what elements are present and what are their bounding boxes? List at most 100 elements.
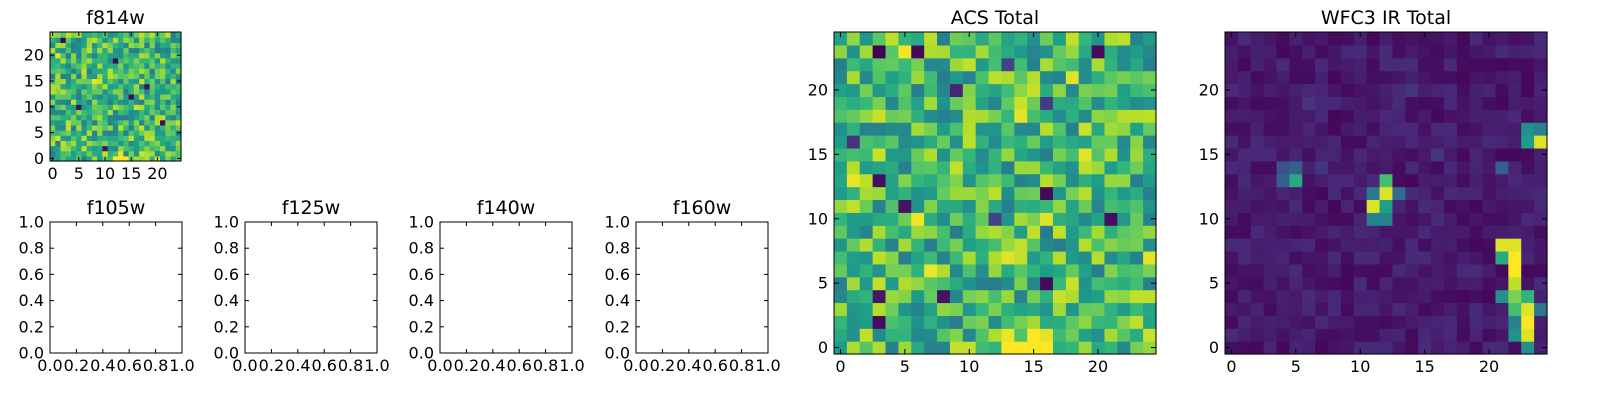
heatmap-cell (1263, 212, 1278, 226)
heatmap-cell (1469, 96, 1484, 110)
heatmap-cell (937, 263, 951, 278)
heatmap-cell (898, 173, 912, 188)
heatmap-cell (937, 341, 951, 355)
heatmap-cell (1328, 199, 1342, 213)
heatmap-cell (1117, 276, 1131, 291)
heatmap-cell (91, 83, 98, 90)
heatmap-cell (1225, 32, 1239, 46)
heatmap-cell (1379, 328, 1394, 342)
heatmap-cell (911, 212, 925, 226)
heatmap-cell (149, 78, 156, 85)
heatmap-cell (1078, 32, 1093, 46)
heatmap-cell (1482, 199, 1497, 213)
heatmap-cell (1392, 57, 1406, 72)
heatmap-cell (91, 62, 98, 69)
heatmap-cell (160, 37, 166, 43)
heatmap-cell (1418, 186, 1432, 201)
heatmap-cell (118, 104, 124, 110)
heatmap-cell (1456, 238, 1471, 252)
heatmap-cell (160, 124, 166, 131)
heatmap-cell (1482, 147, 1497, 162)
heatmap-cell (975, 250, 990, 265)
heatmap-cell (1418, 57, 1432, 72)
heatmap-cell (1078, 186, 1093, 201)
heatmap-cell (859, 225, 874, 239)
heatmap-cell (1366, 289, 1381, 304)
heatmap-cell (1456, 328, 1471, 342)
heatmap-cell (859, 160, 874, 175)
heatmap-cell (1091, 109, 1106, 123)
heatmap-cell (1366, 147, 1381, 162)
heatmap-cell (1302, 160, 1316, 175)
heatmap-cell (1143, 341, 1157, 355)
heatmap-cell (118, 57, 124, 64)
heatmap-cell (1250, 32, 1265, 46)
heatmap-cell (1052, 135, 1067, 149)
heatmap-cell (1431, 32, 1445, 46)
x-tick-label: 5 (900, 357, 910, 376)
heatmap-cell (1508, 83, 1522, 97)
heatmap-cell (924, 109, 938, 123)
heatmap-cell (97, 68, 103, 74)
heatmap-cell (1392, 160, 1406, 175)
heatmap-cell (70, 57, 77, 64)
heatmap-cell (144, 37, 151, 43)
heatmap-cell (1392, 263, 1406, 278)
heatmap-cell (924, 250, 938, 265)
heatmap-cell (975, 122, 990, 136)
heatmap-cell (133, 78, 140, 85)
heatmap-cell (1431, 109, 1445, 123)
heatmap-cell (1443, 32, 1458, 46)
heatmap-cell (1534, 147, 1548, 162)
heatmap-cell (1418, 109, 1432, 123)
heatmap-cell (1328, 135, 1342, 149)
heatmap-cell (949, 289, 964, 304)
heatmap-cell (1250, 212, 1265, 226)
heatmap-cell (1237, 96, 1252, 110)
heatmap-cell (1315, 341, 1329, 355)
heatmap-cell (1405, 57, 1419, 72)
heatmap-cell (112, 73, 119, 80)
heatmap-cell (133, 73, 140, 80)
heatmap-cell (81, 119, 88, 126)
heatmap-cell (1250, 173, 1265, 188)
heatmap-cell (1366, 302, 1381, 316)
heatmap-cell (1052, 315, 1067, 329)
heatmap-cell (1091, 173, 1106, 188)
heatmap-cell (885, 328, 899, 342)
heatmap-cell (170, 140, 177, 147)
heatmap-cell (1328, 57, 1342, 72)
heatmap-cell (1052, 173, 1067, 188)
heatmap-cell (975, 173, 990, 188)
heatmap-cell (139, 93, 145, 100)
heatmap-cell (846, 83, 861, 97)
heatmap-cell (898, 302, 912, 316)
heatmap-cell (846, 199, 861, 213)
heatmap-cell (1521, 122, 1535, 136)
heatmap-cell (1225, 341, 1239, 355)
x-tick-label: 10 (959, 357, 979, 376)
heatmap-cell (50, 73, 56, 80)
heatmap-cell (1130, 32, 1144, 46)
heatmap-cell (1014, 225, 1028, 239)
heatmap-cell (97, 140, 103, 147)
heatmap-cell (102, 73, 109, 80)
heatmap-cell (70, 119, 77, 126)
heatmap-cell (165, 119, 172, 126)
x-tick-label: 0.4 (90, 356, 115, 375)
heatmap-cell (1495, 83, 1509, 97)
heatmap-cell (55, 62, 62, 69)
heatmap-cell (160, 57, 166, 64)
heatmap-cell (1482, 44, 1497, 59)
x-tick-label: 1.0 (364, 356, 389, 375)
heatmap-cell (937, 57, 951, 72)
heatmap-cell (50, 37, 56, 43)
heatmap-cell (1225, 44, 1239, 59)
heatmap-cell (1117, 263, 1131, 278)
heatmap-cell (1130, 57, 1144, 72)
x-tick-label: 20 (147, 164, 167, 183)
heatmap-cell (165, 68, 172, 74)
heatmap-cell (949, 32, 964, 46)
heatmap-cell (81, 114, 88, 121)
heatmap-cell (1405, 276, 1419, 291)
